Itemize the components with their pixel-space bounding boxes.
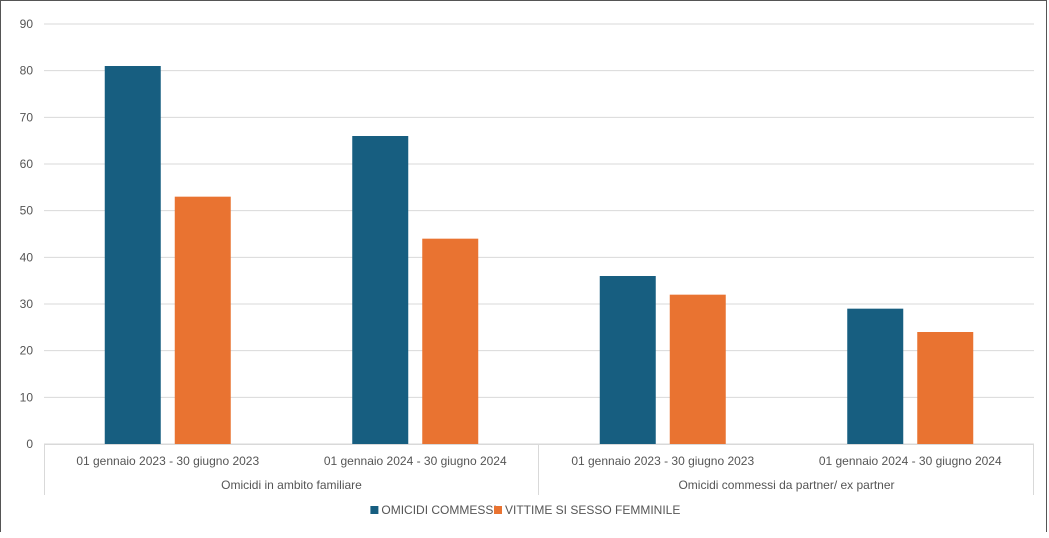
x-tick-label: 01 gennaio 2024 - 30 giugno 2024	[819, 454, 1002, 468]
y-tick-label: 90	[20, 17, 34, 31]
bar	[847, 308, 904, 444]
y-tick-label: 80	[20, 64, 34, 78]
y-tick-label: 40	[20, 250, 34, 264]
bar	[174, 196, 231, 444]
y-tick-label: 70	[20, 110, 34, 124]
legend-label: VITTIME SI SESSO FEMMINILE	[505, 503, 680, 517]
legend-swatch	[370, 506, 379, 514]
y-tick-label: 60	[20, 157, 34, 171]
bar	[917, 332, 974, 444]
x-tick-label: 01 gennaio 2023 - 30 giugno 2023	[571, 454, 754, 468]
y-tick-label: 50	[20, 204, 34, 218]
y-tick-label: 20	[20, 344, 34, 358]
bar	[352, 136, 409, 444]
bar	[104, 66, 161, 444]
y-tick-label: 10	[20, 390, 34, 404]
x-tick-label: 01 gennaio 2023 - 30 giugno 2023	[76, 454, 259, 468]
group-label: Omicidi commessi da partner/ ex partner	[678, 478, 894, 492]
bar	[422, 238, 479, 444]
y-tick-label: 0	[26, 437, 33, 451]
bar	[669, 294, 726, 444]
bar	[599, 276, 656, 444]
y-tick-label: 30	[20, 297, 34, 311]
group-label: Omicidi in ambito familiare	[221, 478, 362, 492]
legend-label: OMICIDI COMMESSI	[381, 503, 496, 517]
legend-swatch	[494, 506, 502, 514]
x-tick-label: 01 gennaio 2024 - 30 giugno 2024	[324, 454, 507, 468]
